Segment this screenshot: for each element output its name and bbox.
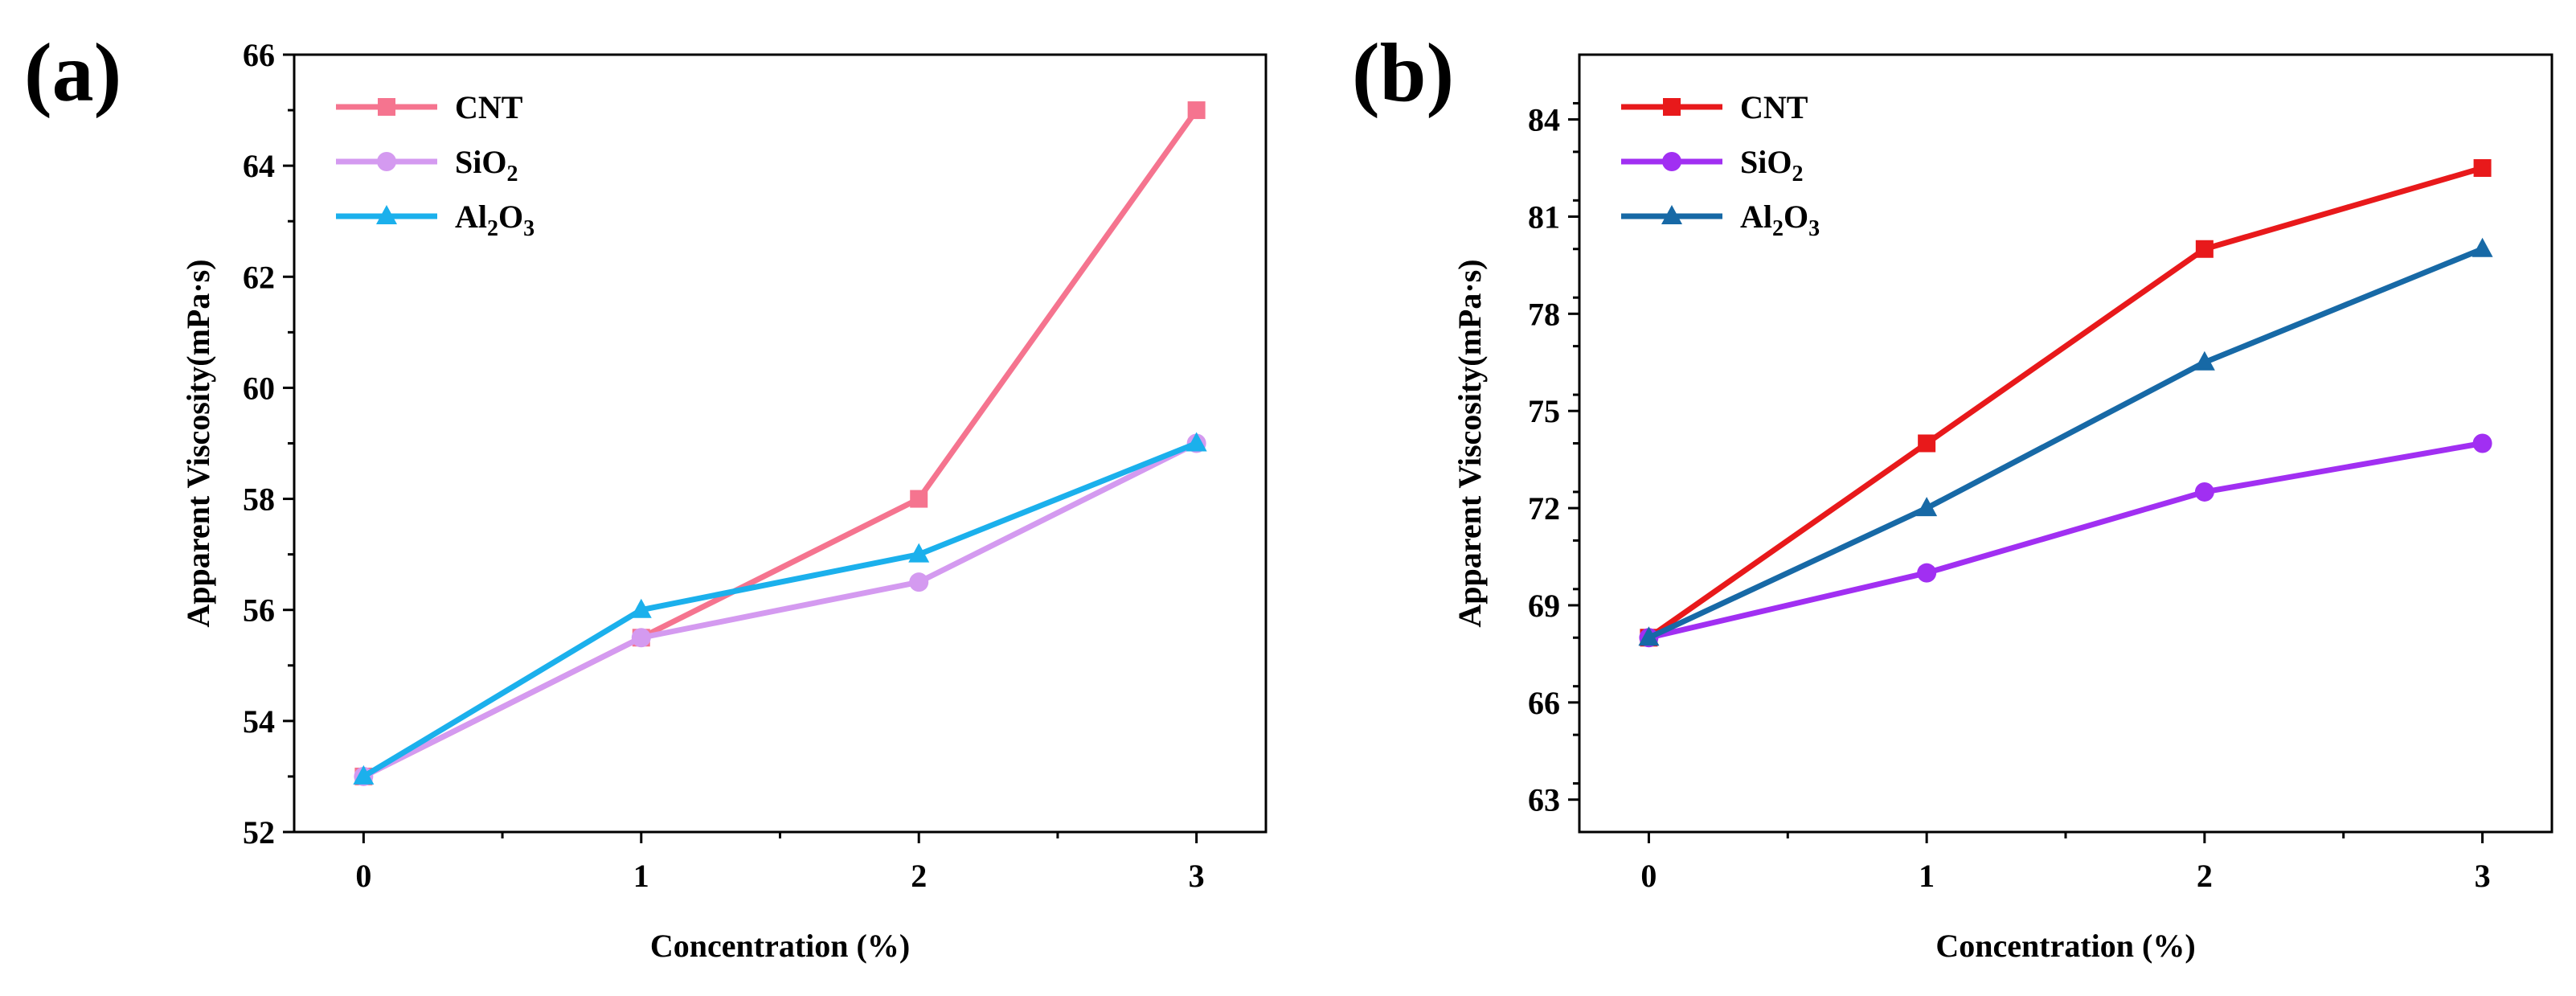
data-point xyxy=(910,490,928,508)
data-point xyxy=(908,543,930,563)
legend-label-subscript: 2 xyxy=(487,216,498,241)
data-point xyxy=(2194,482,2214,502)
y-tick-label: 63 xyxy=(1528,782,1560,818)
data-point xyxy=(2472,433,2492,453)
y-tick-label: 69 xyxy=(1528,588,1560,624)
series-al2o3 xyxy=(1638,237,2493,646)
x-tick-label: 1 xyxy=(1919,858,1935,894)
y-tick-label: 81 xyxy=(1528,199,1560,235)
legend-label-subscript: 3 xyxy=(523,216,534,241)
legend-marker xyxy=(377,152,396,171)
data-point xyxy=(1916,497,1938,517)
x-axis-title: Concentration (%) xyxy=(1935,928,2195,964)
data-point xyxy=(2195,240,2214,258)
data-point xyxy=(631,628,651,648)
x-tick-label: 2 xyxy=(911,858,927,894)
legend-label: SiO2 xyxy=(455,144,518,186)
y-axis-title: Apparent Viscosity(mPa·s) xyxy=(1452,259,1488,627)
y-tick-label: 66 xyxy=(1528,685,1560,721)
x-tick-label: 1 xyxy=(633,858,649,894)
x-tick-label: 3 xyxy=(2475,858,2491,894)
series-line xyxy=(362,109,1199,780)
y-tick-label: 84 xyxy=(1528,102,1560,138)
legend-label: CNT xyxy=(455,89,523,125)
data-point xyxy=(353,764,375,785)
legend-label-text: CNT xyxy=(1740,89,1808,125)
y-tick-label: 58 xyxy=(243,482,275,518)
series-sio2 xyxy=(354,433,1206,786)
y-tick-label: 66 xyxy=(243,37,275,73)
y-axis-title: Apparent Viscosity(mPa·s) xyxy=(180,259,216,627)
legend-label-text: SiO xyxy=(1740,144,1792,180)
legend-marker xyxy=(378,98,395,116)
data-point xyxy=(1918,434,1936,453)
x-axis-title: Concentration (%) xyxy=(650,928,910,964)
legend-label-text: Al xyxy=(455,199,487,235)
y-tick-label: 72 xyxy=(1528,490,1560,527)
legend-marker xyxy=(376,205,397,224)
y-tick-label: 60 xyxy=(243,370,275,406)
data-point xyxy=(909,572,929,592)
plot-frame xyxy=(293,53,1268,834)
x-tick-label: 0 xyxy=(1640,858,1657,894)
y-tick-label: 75 xyxy=(1528,393,1560,429)
series-line xyxy=(1647,246,2484,641)
legend-label-text: SiO xyxy=(455,144,506,180)
legend-marker xyxy=(1662,152,1681,171)
x-tick-label: 2 xyxy=(2197,858,2213,894)
legend-label: CNT xyxy=(1740,89,1808,125)
data-point xyxy=(1638,626,1660,646)
y-tick-label: 56 xyxy=(243,592,275,629)
data-point xyxy=(630,598,652,618)
legend-label: SiO2 xyxy=(1740,144,1803,186)
series-line xyxy=(1647,165,2484,641)
legend-marker xyxy=(1663,98,1681,116)
legend-label: Al2O3 xyxy=(1740,199,1820,241)
series-al2o3 xyxy=(353,432,1207,785)
legend-label-subscript: 2 xyxy=(1792,162,1803,186)
legend-label-subscript: 2 xyxy=(1772,216,1784,241)
y-tick-label: 78 xyxy=(1528,296,1560,332)
data-point xyxy=(1186,432,1207,452)
legend-marker xyxy=(1661,205,1682,224)
y-tick-label: 54 xyxy=(243,703,275,740)
series-line xyxy=(1648,441,2484,641)
legend-label: Al2O3 xyxy=(455,199,534,241)
legend-label-text: O xyxy=(1784,199,1808,235)
x-tick-label: 0 xyxy=(355,858,371,894)
panel-label: (a) xyxy=(24,27,121,119)
y-tick-label: 62 xyxy=(243,259,275,295)
series-line xyxy=(362,441,1198,780)
x-tick-label: 3 xyxy=(1189,858,1205,894)
data-point xyxy=(2473,159,2492,178)
panel-label: (b) xyxy=(1352,27,1454,119)
y-tick-label: 64 xyxy=(243,148,275,184)
series-line xyxy=(362,441,1198,779)
legend-label-subscript: 2 xyxy=(506,162,518,186)
data-point xyxy=(1917,563,1937,583)
data-point xyxy=(2472,237,2493,257)
data-point xyxy=(2193,350,2215,371)
legend-label-subscript: 3 xyxy=(1808,216,1820,241)
plot-frame xyxy=(1578,53,2553,834)
legend-label-text: Al xyxy=(1740,199,1772,235)
series-sio2 xyxy=(1639,433,2492,648)
data-point xyxy=(1187,101,1206,120)
legend-label-text: O xyxy=(498,199,523,235)
legend-label-text: CNT xyxy=(455,89,523,125)
y-tick-label: 52 xyxy=(243,814,275,850)
